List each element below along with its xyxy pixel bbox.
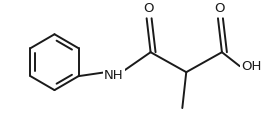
- Text: O: O: [143, 2, 154, 15]
- Text: OH: OH: [242, 60, 262, 73]
- Text: O: O: [215, 2, 225, 15]
- Text: NH: NH: [104, 69, 124, 82]
